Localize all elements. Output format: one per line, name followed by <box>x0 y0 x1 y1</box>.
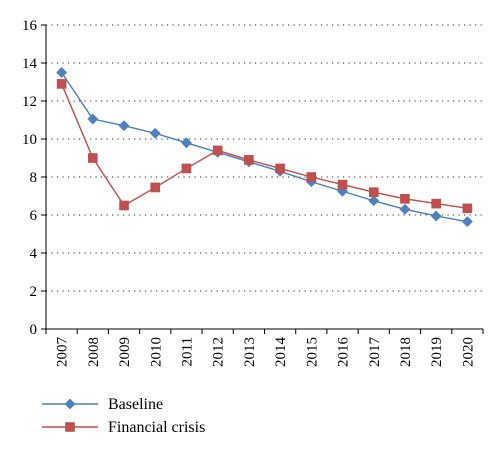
point-0-13 <box>461 216 473 228</box>
point-1-2 <box>119 200 129 211</box>
point-0-4 <box>181 137 192 149</box>
x-tick-label-2009: 2009 <box>117 337 133 367</box>
x-tick-label-2012: 2012 <box>211 337 227 367</box>
point-1-1 <box>88 153 98 163</box>
series-0 <box>56 67 473 228</box>
y-tick-label-14: 14 <box>22 56 38 72</box>
point-1-11 <box>400 194 410 204</box>
point-1-4 <box>181 163 192 174</box>
point-0-2 <box>118 120 130 132</box>
point-1-6 <box>244 155 254 165</box>
legend-entry-0: Baseline <box>42 396 163 413</box>
x-tick-label-2019: 2019 <box>429 337 445 367</box>
point-1-5 <box>212 145 223 156</box>
point-0-10 <box>368 195 380 207</box>
x-tick-label-2011: 2011 <box>179 337 195 366</box>
point-0-1 <box>87 113 99 125</box>
y-tick-label-16: 16 <box>22 18 38 34</box>
x-tick-label-2015: 2015 <box>304 337 320 367</box>
point-1-3 <box>150 182 161 193</box>
y-tick-label-12: 12 <box>22 94 37 110</box>
point-1-13 <box>462 203 473 214</box>
point-0-11 <box>399 203 411 215</box>
point-0-0 <box>56 67 68 78</box>
x-tick-label-2017: 2017 <box>367 337 383 368</box>
x-tick-labels: 2007 2008 2009 2010 2011 2012 2013 2014 2015 2016… <box>55 337 477 368</box>
y-tick-label-0: 0 <box>30 322 38 338</box>
series-line-1 <box>60 83 468 210</box>
y-tick-label-2: 2 <box>30 284 38 300</box>
point-1-9 <box>337 179 348 190</box>
series <box>56 67 473 228</box>
y-tick-label-10: 10 <box>22 132 37 148</box>
x-tick-label-2020: 2020 <box>460 337 476 367</box>
x-tick-label-2013: 2013 <box>242 337 258 367</box>
legend: Baseline Financial crisis <box>42 396 205 436</box>
y-tick-label-4: 4 <box>30 246 38 262</box>
y-tick-labels: 0 2 4 6 8 10 12 14 16 <box>22 18 38 338</box>
x-tick-label-2018: 2018 <box>398 337 414 367</box>
point-1-12 <box>431 198 441 209</box>
y-tick-label-6: 6 <box>30 208 38 224</box>
point-0-3 <box>149 127 161 139</box>
legend-marker-1 <box>65 422 75 432</box>
x-tick-label-2007: 2007 <box>55 337 71 368</box>
axes <box>41 24 484 334</box>
point-1-7 <box>275 163 285 174</box>
gridlines <box>46 24 483 292</box>
series-line-0 <box>61 72 468 223</box>
point-1-0 <box>56 79 67 89</box>
point-0-12 <box>430 210 442 222</box>
series-1 <box>56 79 473 214</box>
point-1-10 <box>368 187 379 197</box>
y-tick-label-8: 8 <box>30 170 38 186</box>
legend-marker-0 <box>64 398 76 410</box>
x-tick-label-2014: 2014 <box>273 337 289 368</box>
x-tick-label-2008: 2008 <box>86 337 102 367</box>
x-tick-label-2016: 2016 <box>336 337 352 368</box>
point-1-8 <box>306 172 317 182</box>
x-tick-label-2010: 2010 <box>148 337 164 367</box>
legend-label-0: Baseline <box>108 396 163 413</box>
legend-label-1: Financial crisis <box>108 419 205 436</box>
legend-entry-1: Financial crisis <box>42 419 205 436</box>
